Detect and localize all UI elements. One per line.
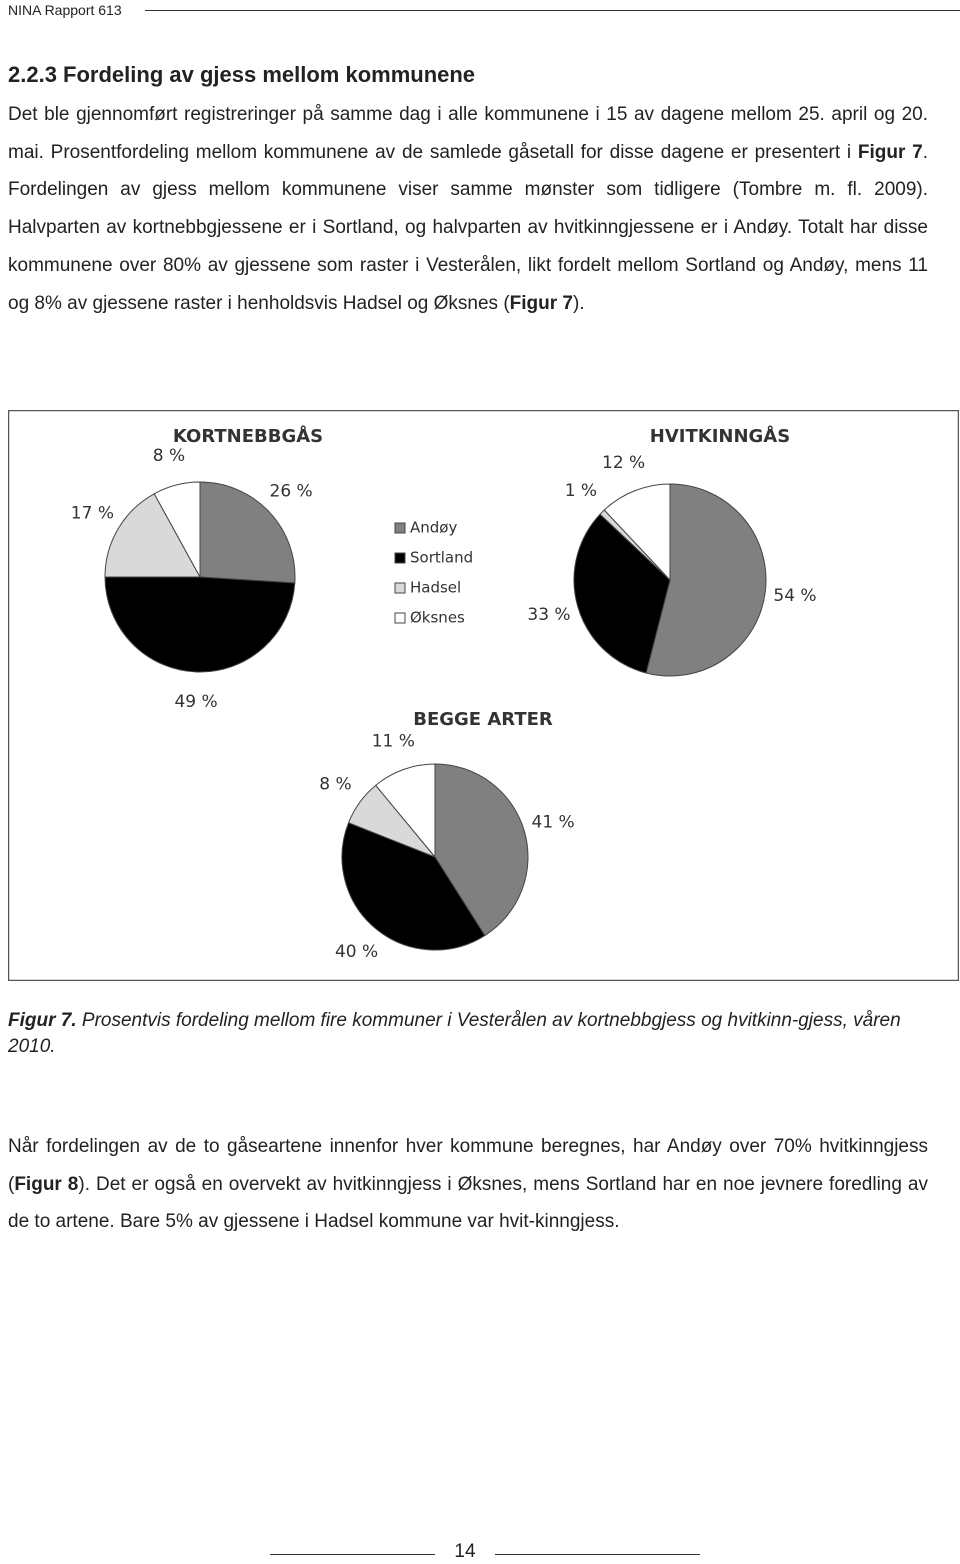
data-label: 40 % bbox=[335, 942, 378, 962]
data-label: 41 % bbox=[532, 813, 575, 833]
pie-slice bbox=[434, 763, 529, 937]
pie-slice bbox=[153, 481, 201, 578]
footer-rule bbox=[495, 1554, 700, 1555]
data-label: 12 % bbox=[602, 453, 645, 473]
pie-slice bbox=[104, 493, 201, 578]
legend-label: Hadsel bbox=[410, 579, 461, 597]
paragraph: Når fordelingen av de to gåseartene inne… bbox=[8, 1128, 928, 1241]
figure-frame bbox=[8, 410, 959, 981]
chart-title: HVITKINNGÅS bbox=[650, 424, 790, 447]
legend-swatch bbox=[394, 582, 406, 594]
figure: KORTNEBBGÅS 26 % 49 % 17 % 8 % Andøy Sortland H… bbox=[8, 410, 959, 981]
pie-slice bbox=[341, 822, 486, 951]
legend-swatch bbox=[394, 612, 406, 624]
bold-text: Figur 7. bbox=[8, 1010, 77, 1031]
text-run: Prosentvis fordeling mellom fire kommune… bbox=[8, 1010, 901, 1057]
text-run: Det ble gjennomført registreringer på sa… bbox=[8, 104, 928, 163]
data-label: 54 % bbox=[773, 586, 816, 606]
page-number: 14 bbox=[454, 1541, 476, 1562]
pie-slice bbox=[573, 513, 671, 674]
legend-label: Sortland bbox=[410, 549, 473, 567]
figure-caption: Figur 7. Prosentvis fordeling mellom fir… bbox=[8, 1008, 928, 1060]
text-run: ). Det er også en overvekt av hvitkinngj… bbox=[8, 1173, 928, 1233]
pie-slice bbox=[603, 483, 671, 582]
footer-rule bbox=[270, 1554, 435, 1555]
data-label: 8 % bbox=[153, 446, 185, 466]
chart-title: KORTNEBBGÅS bbox=[173, 424, 323, 447]
running-header: NINA Rapport 613 bbox=[8, 2, 122, 18]
chart-title: BEGGE ARTER bbox=[413, 709, 553, 730]
legend-label: Øksnes bbox=[410, 609, 465, 627]
text-run: . Fordelingen av gjess mellom kommunene … bbox=[8, 141, 928, 314]
section-heading: 2.2.3 Fordeling av gjess mellom kommunen… bbox=[8, 62, 476, 87]
bold-text: Figur 7 bbox=[509, 292, 573, 314]
text-run: ). bbox=[573, 292, 585, 314]
data-label: 8 % bbox=[319, 775, 351, 795]
pie-slice bbox=[104, 576, 296, 673]
pie-slice bbox=[375, 763, 436, 859]
legend-swatch bbox=[394, 552, 406, 564]
bold-text: Figur 7 bbox=[857, 141, 923, 163]
data-label: 11 % bbox=[372, 731, 415, 751]
data-label: 17 % bbox=[71, 503, 114, 523]
data-label: 26 % bbox=[270, 481, 313, 501]
bold-text: Figur 8 bbox=[14, 1173, 79, 1195]
data-label: 49 % bbox=[174, 692, 217, 712]
header-rule bbox=[145, 10, 960, 11]
pie-slice bbox=[199, 481, 296, 584]
data-label: 33 % bbox=[527, 605, 570, 625]
paragraph: Det ble gjennomført registreringer på sa… bbox=[8, 96, 928, 322]
legend-swatch bbox=[394, 522, 406, 534]
pie-slice bbox=[645, 483, 767, 677]
data-label: 1 % bbox=[565, 481, 597, 501]
text-run: Når fordelingen av de to gåseartene inne… bbox=[8, 1136, 928, 1195]
legend-label: Andøy bbox=[410, 519, 457, 537]
